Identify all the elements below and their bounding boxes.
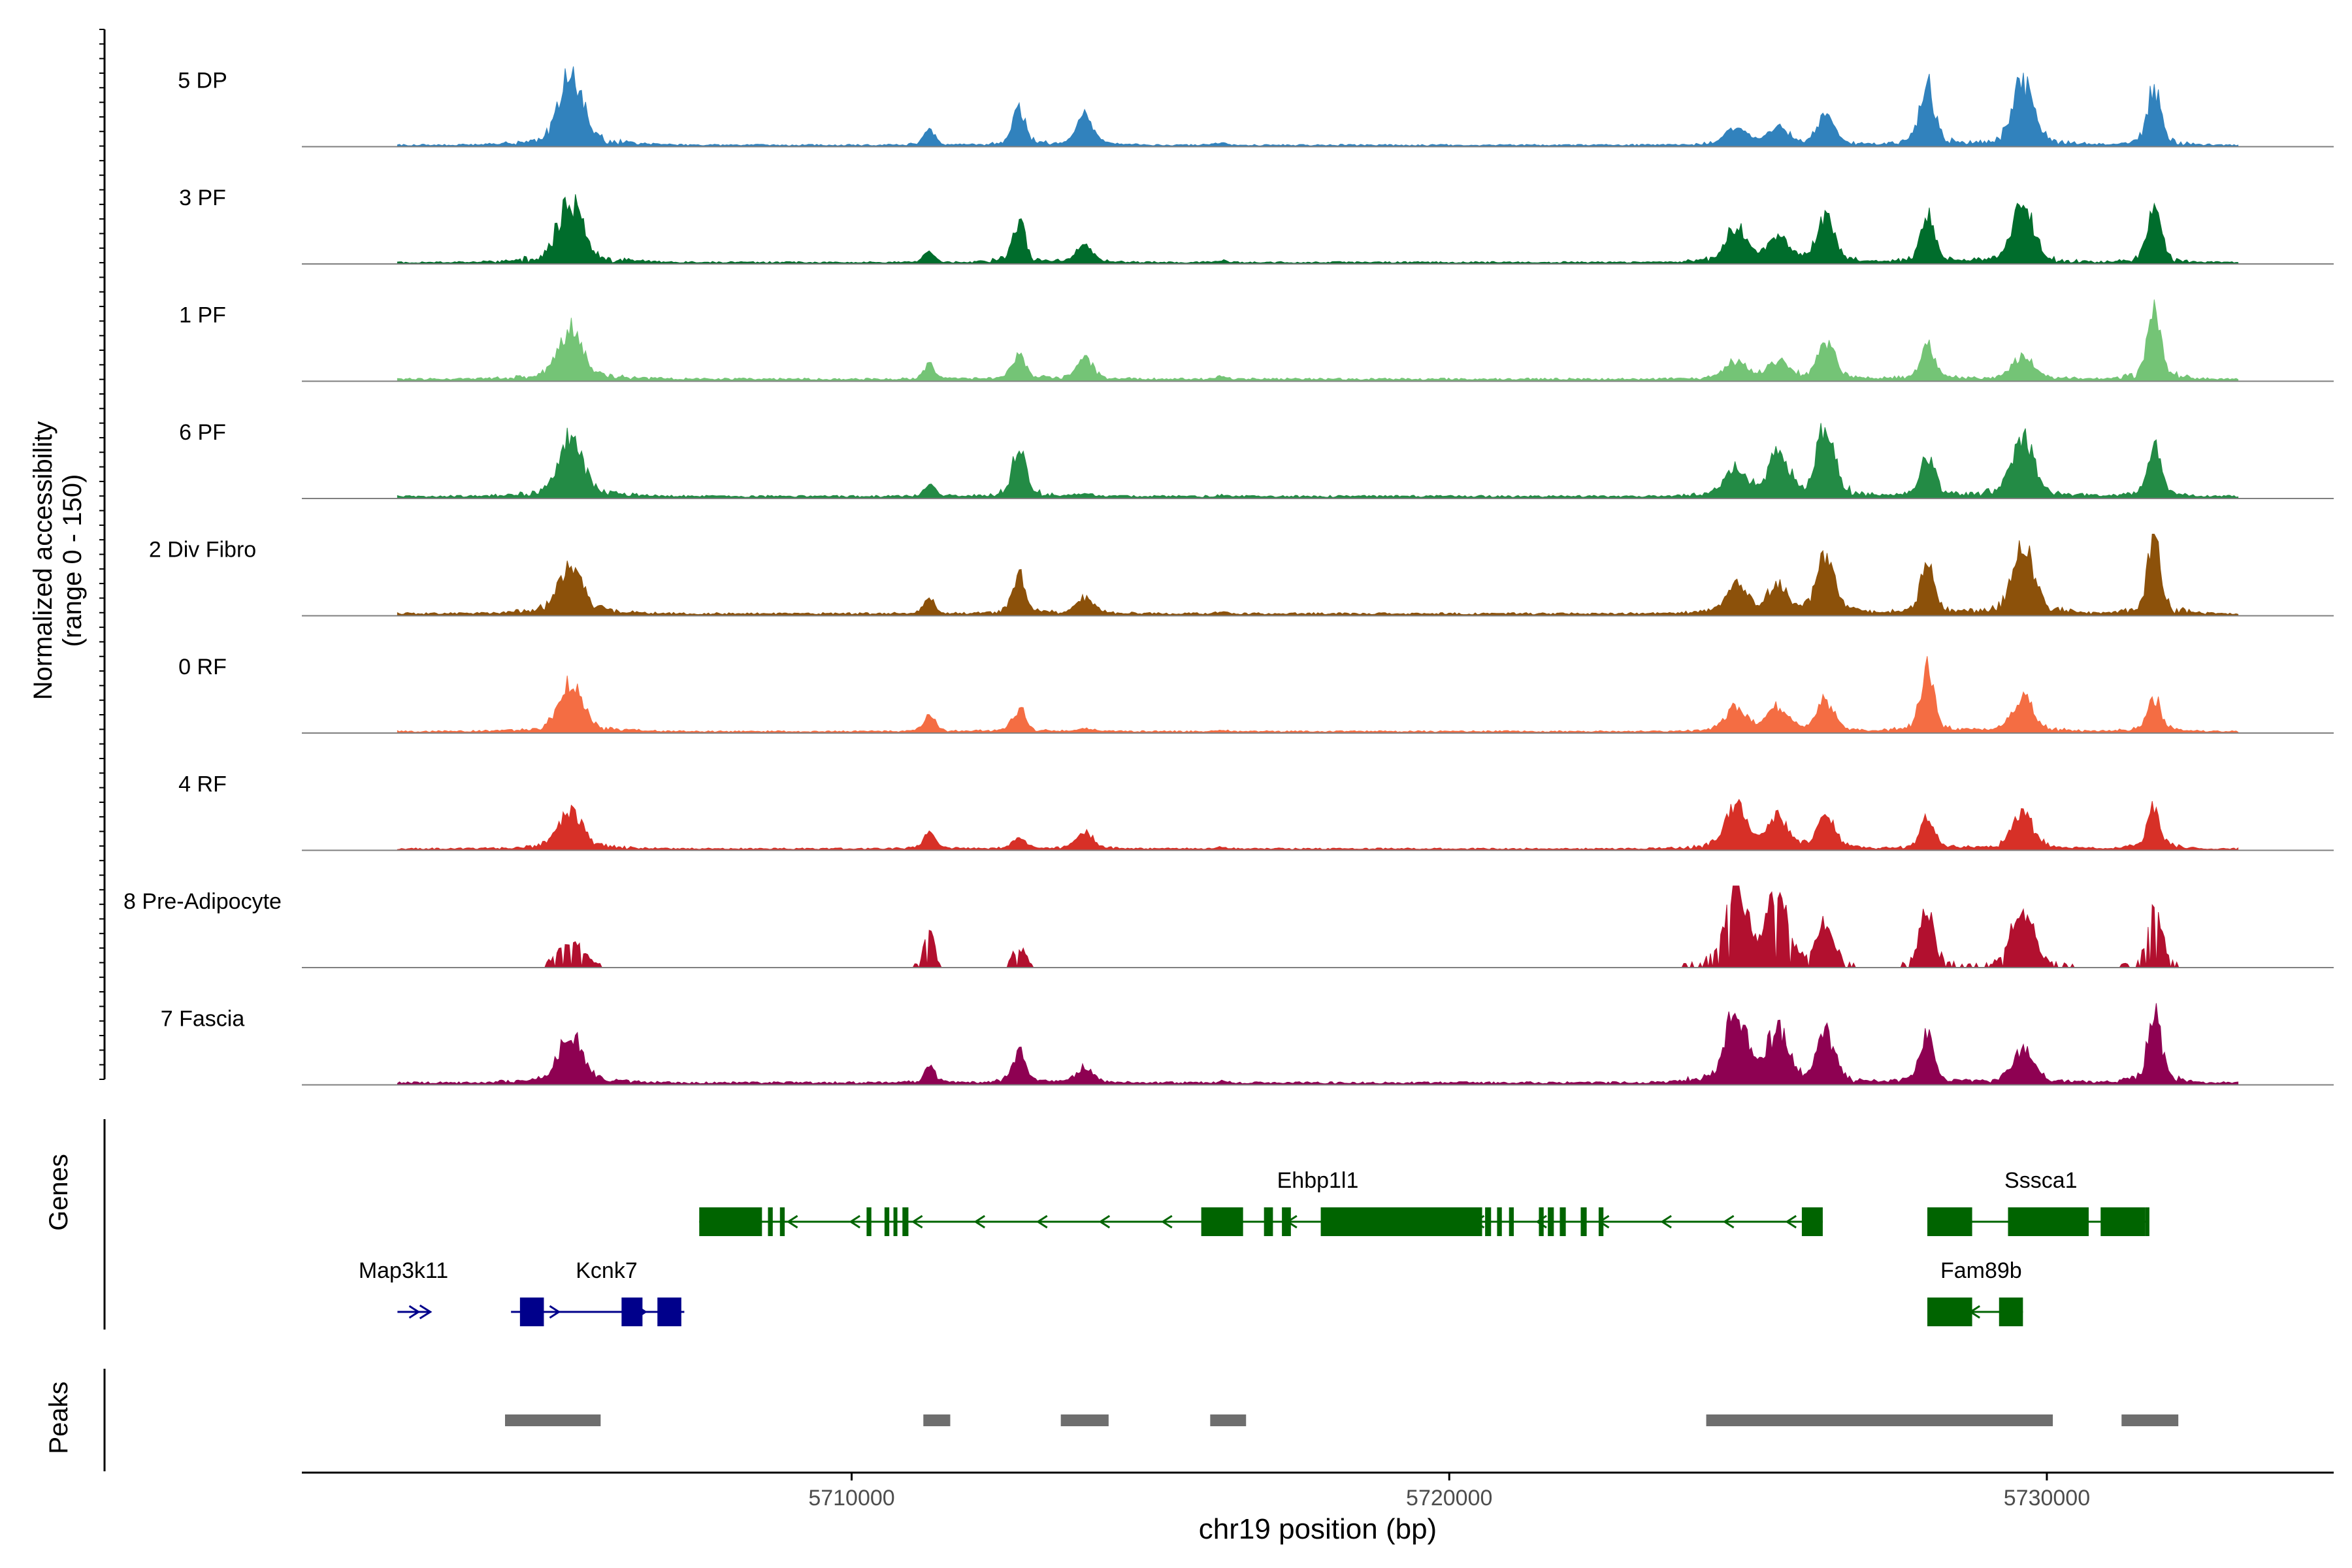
- strand-arrow: [1036, 1215, 1048, 1229]
- gene-exon: [1580, 1207, 1587, 1236]
- x-axis: chr19 position (bp) 5710000 5720000 573000…: [302, 1471, 2334, 1545]
- gene-label: Map3k11: [359, 1258, 448, 1283]
- coverage-track: 8 Pre-Adipocyte: [123, 885, 2334, 969]
- gene-exon: [893, 1207, 898, 1236]
- coverage-track: 6 PF: [179, 420, 2334, 499]
- strand-arrow: [1098, 1215, 1111, 1229]
- peak-region: [923, 1414, 951, 1426]
- gene-map3k11: Map3k11: [359, 1258, 448, 1320]
- gene-sssca1: Sssca1: [1927, 1168, 2149, 1236]
- strand-arrow: [849, 1215, 860, 1229]
- gene-exon: [1927, 1207, 1972, 1236]
- gene-exon: [1539, 1207, 1544, 1236]
- gene-exon: [2145, 1207, 2149, 1236]
- gene-exon: [768, 1207, 773, 1236]
- strand-arrow: [408, 1305, 421, 1319]
- gene-exon: [1201, 1207, 1243, 1236]
- coverage-track: 2 Div Fibro: [149, 534, 2334, 617]
- track-label: 7 Fascia: [161, 1007, 245, 1032]
- gene-exon: [1485, 1207, 1492, 1236]
- peak-region: [2121, 1414, 2179, 1426]
- gene-exon: [1801, 1207, 1823, 1236]
- strand-arrow: [911, 1215, 923, 1229]
- gene-exon: [1560, 1207, 1566, 1236]
- gene-exon: [1927, 1298, 1972, 1326]
- y-axis-title: Normalized accessibility: [29, 421, 57, 700]
- strand-arrow: [419, 1304, 433, 1320]
- peak-region: [1210, 1414, 1247, 1426]
- coverage-track: 5 DP: [178, 66, 2334, 148]
- coverage-track: 3 PF: [179, 186, 2334, 265]
- coverage-track: 1 PF: [179, 299, 2334, 382]
- gene-exon: [1264, 1207, 1273, 1236]
- coverage-area: [397, 534, 2239, 616]
- gene-exon: [2100, 1207, 2146, 1236]
- peaks-track: Peaks: [44, 1369, 2179, 1471]
- strand-arrow: [1660, 1215, 1672, 1229]
- coverage-area: [397, 299, 2239, 382]
- coverage-area: [397, 1003, 2239, 1085]
- coverage-area: [397, 798, 2239, 851]
- track-label: 5 DP: [178, 69, 227, 93]
- gene-exon: [1548, 1207, 1554, 1236]
- gene-exon: [1999, 1298, 2023, 1326]
- peak-region: [1706, 1414, 2053, 1426]
- coverage-area: [397, 66, 2239, 147]
- coverage-track: 0 RF: [178, 655, 2334, 734]
- strand-arrow: [1785, 1215, 1797, 1229]
- gene-exon: [2008, 1207, 2089, 1236]
- track-label: 4 RF: [178, 772, 227, 797]
- gene-exon: [1509, 1207, 1514, 1236]
- gene-exon: [519, 1298, 544, 1326]
- coverage-track: 4 RF: [178, 772, 2334, 851]
- gene-exon: [1598, 1207, 1604, 1236]
- coverage-area: [397, 423, 2239, 499]
- strand-arrow: [1161, 1215, 1173, 1229]
- track-label: 2 Div Fibro: [149, 538, 256, 563]
- coverage-area: [397, 194, 2239, 265]
- strand-arrow: [1722, 1215, 1735, 1229]
- gene-exon: [1282, 1207, 1291, 1236]
- coverage-tracks: 5 DP 3 PF 1 PF 6 PF 2 Div Fibro 0 RF 4 RF 8 Pre…: [99, 29, 2334, 1086]
- gene-exon: [866, 1207, 872, 1236]
- strand-arrow: [786, 1215, 798, 1229]
- x-tick-label: 5730000: [2004, 1486, 2090, 1511]
- peaks-track-label: Peaks: [44, 1381, 73, 1454]
- x-tick-label: 5720000: [1406, 1486, 1492, 1511]
- peak-region: [505, 1414, 601, 1426]
- gene-exon: [884, 1207, 890, 1236]
- coverage-track: 7 Fascia: [161, 1003, 2334, 1086]
- gene-label: Sssca1: [2004, 1168, 2078, 1193]
- gene-fam89b: Fam89b: [1927, 1258, 2023, 1326]
- gene-exon: [657, 1298, 681, 1326]
- track-label: 6 PF: [179, 420, 226, 445]
- genes-track-label: Genes: [44, 1154, 73, 1231]
- gene-exon: [699, 1207, 762, 1236]
- strand-arrow: [973, 1215, 986, 1229]
- gene-exon: [902, 1207, 909, 1236]
- strand-arrow: [549, 1305, 561, 1319]
- x-tick-label: 5710000: [808, 1486, 894, 1511]
- gene-exon: [621, 1298, 643, 1326]
- track-label: 0 RF: [178, 655, 227, 679]
- gene-label: Fam89b: [1940, 1258, 2022, 1283]
- gene-ehbp1l1: Ehbp1l1: [699, 1168, 1823, 1236]
- gene-label: Kcnk7: [576, 1258, 638, 1283]
- gene-exon: [779, 1207, 785, 1236]
- gene-kcnk7: Kcnk7: [511, 1258, 685, 1326]
- track-label: 3 PF: [179, 186, 226, 210]
- coverage-area: [397, 656, 2239, 734]
- track-label: 8 Pre-Adipocyte: [123, 889, 282, 914]
- peak-region: [1060, 1414, 1109, 1426]
- gene-exon: [1320, 1207, 1482, 1236]
- gene-label: Ehbp1l1: [1277, 1168, 1359, 1193]
- x-axis-title: chr19 position (bp): [1199, 1513, 1437, 1545]
- genes-track: Genes Ehbp1l1 Sssca1 Map3k11 Kcnk7 Fam89b: [44, 1119, 2149, 1330]
- y-axis-range: (range 0 - 150): [58, 474, 87, 647]
- gene-exon: [1497, 1207, 1502, 1236]
- track-label: 1 PF: [179, 303, 226, 328]
